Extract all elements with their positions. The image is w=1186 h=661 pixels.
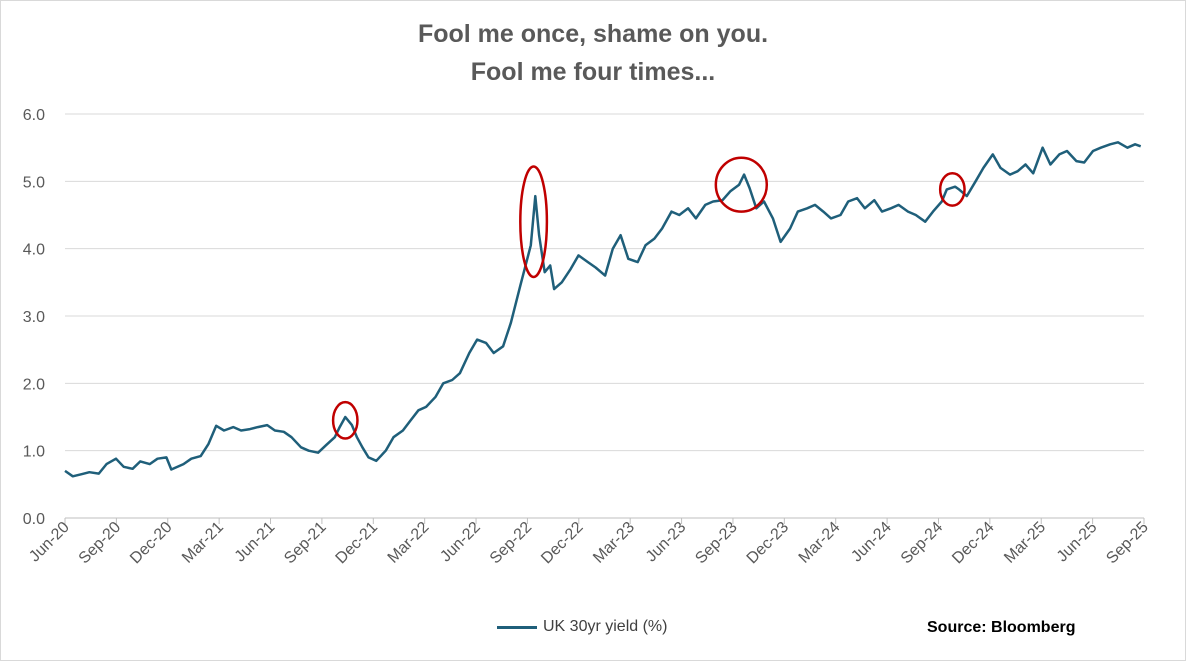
- annotation-circle: [331, 400, 359, 440]
- x-tick-label: Sep-23: [692, 519, 741, 568]
- source-label: Source: Bloomberg: [927, 619, 1076, 636]
- x-tick-label: Mar-22: [385, 519, 433, 567]
- y-tick-label: 5.0: [23, 174, 45, 191]
- y-tick-label: 6.0: [23, 107, 45, 124]
- y-tick-label: 2.0: [23, 376, 45, 393]
- x-tick-label: Jun-23: [643, 519, 690, 566]
- x-tick-label: Mar-24: [796, 519, 844, 567]
- x-tick-label: Sep-25: [1103, 519, 1152, 568]
- y-tick-label: 4.0: [23, 242, 45, 259]
- x-tick-label: Dec-23: [744, 519, 793, 568]
- x-tick-label: Sep-24: [898, 519, 947, 568]
- legend: UK 30yr yield (%): [497, 618, 667, 636]
- y-tick-label: 0.0: [23, 511, 45, 528]
- legend-line-swatch: [497, 625, 537, 629]
- series-line-uk-30yr-yield: [64, 141, 1142, 478]
- x-tick-label: Jun-24: [848, 519, 895, 566]
- x-tick-label: Sep-22: [487, 519, 536, 568]
- x-tick-label: Mar-23: [590, 519, 638, 567]
- annotation-circle: [938, 172, 966, 207]
- annotation-circle: [519, 165, 549, 279]
- x-tick-label: Dec-20: [127, 519, 176, 568]
- x-tick-label: Mar-21: [179, 519, 227, 567]
- x-tick-label: Mar-25: [1001, 519, 1049, 567]
- chart-title-line-2: Fool me four times...: [470, 58, 716, 86]
- x-tick-label: Sep-20: [76, 519, 125, 568]
- legend-label: UK 30yr yield (%): [543, 618, 668, 635]
- x-tick-label: Jun-21: [232, 519, 279, 566]
- x-tick-label: Dec-24: [949, 519, 998, 568]
- chart-title-line-1: Fool me once, shame on you.: [417, 20, 769, 48]
- y-tick-label: 1.0: [23, 444, 45, 461]
- y-tick-label: 3.0: [23, 309, 45, 326]
- x-tick-label: Dec-21: [333, 519, 382, 568]
- x-tick-label: Jun-22: [437, 519, 484, 566]
- x-tick-label: Sep-21: [281, 519, 330, 568]
- x-tick-label: Jun-25: [1054, 519, 1101, 566]
- annotation-circle: [714, 156, 769, 213]
- x-tick-label: Dec-22: [538, 519, 587, 568]
